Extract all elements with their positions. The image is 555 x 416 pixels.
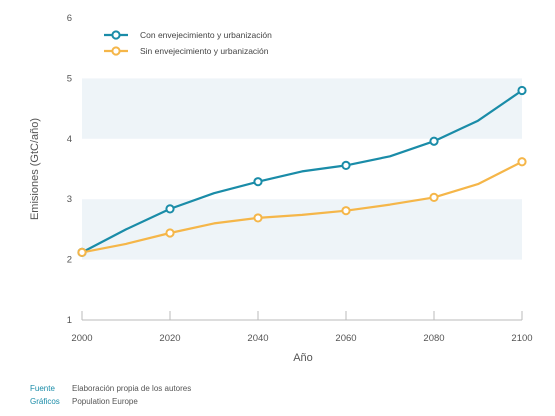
series-1-point-2020 bbox=[165, 228, 175, 238]
y-axis-title: Emisiones (GtC/año) bbox=[29, 118, 41, 220]
y-axis: 1 2 3 4 5 6 bbox=[67, 13, 72, 326]
x-tick-label-2060: 2060 bbox=[335, 333, 356, 344]
legend-label-0: Con envejecimiento y urbanización bbox=[140, 30, 272, 40]
footer-graphics: Gráficos Population Europe bbox=[30, 397, 138, 407]
y-tick-label-6: 6 bbox=[67, 13, 72, 24]
series-1-point-2060 bbox=[341, 206, 351, 216]
y-tick-label-1: 1 bbox=[67, 315, 72, 326]
series-line-0 bbox=[81, 89, 523, 254]
series-1-point-2040 bbox=[253, 213, 263, 223]
x-axis: 2000 2020 2040 2060 2080 2100 bbox=[71, 311, 533, 344]
background-bands bbox=[82, 78, 522, 260]
series-line-1 bbox=[81, 160, 523, 254]
series-1-point-2100 bbox=[517, 157, 527, 167]
footer-source-value: Elaboración propia de los autores bbox=[72, 384, 192, 393]
x-tick-label-2080: 2080 bbox=[423, 333, 444, 344]
x-tick-label-2000: 2000 bbox=[71, 333, 92, 344]
legend-label-1: Sin envejecimiento y urbanización bbox=[140, 46, 269, 56]
band-4-5 bbox=[82, 78, 522, 139]
x-axis-title: Año bbox=[293, 352, 313, 364]
legend-marker-1 bbox=[111, 46, 121, 56]
footer-source-key: Fuente bbox=[30, 384, 55, 393]
series-group bbox=[77, 85, 527, 257]
series-0-point-2100 bbox=[517, 85, 527, 96]
y-tick-label-3: 3 bbox=[67, 194, 72, 205]
x-tick-label-2040: 2040 bbox=[247, 333, 268, 344]
series-1-point-2000 bbox=[77, 247, 87, 257]
footer-graphics-value: Population Europe bbox=[72, 397, 138, 406]
x-tick-label-2020: 2020 bbox=[159, 333, 180, 344]
y-tick-label-5: 5 bbox=[67, 73, 72, 84]
y-tick-label-2: 2 bbox=[67, 255, 72, 266]
footer-graphics-key: Gráficos bbox=[30, 397, 60, 406]
series-0-point-2020 bbox=[165, 204, 175, 214]
x-tick-label-2100: 2100 bbox=[511, 333, 532, 344]
footer-source: Fuente Elaboración propia de los autores bbox=[30, 384, 191, 394]
legend-marker-0 bbox=[111, 30, 121, 40]
legend: Con envejecimiento y urbanización Sin env… bbox=[104, 30, 272, 56]
series-0-point-2060 bbox=[341, 160, 351, 170]
series-0-point-2040 bbox=[253, 177, 263, 187]
y-tick-label-4: 4 bbox=[67, 134, 72, 145]
series-0-point-2080 bbox=[429, 136, 439, 146]
series-1-point-2080 bbox=[429, 192, 439, 202]
band-2-3 bbox=[82, 199, 522, 260]
